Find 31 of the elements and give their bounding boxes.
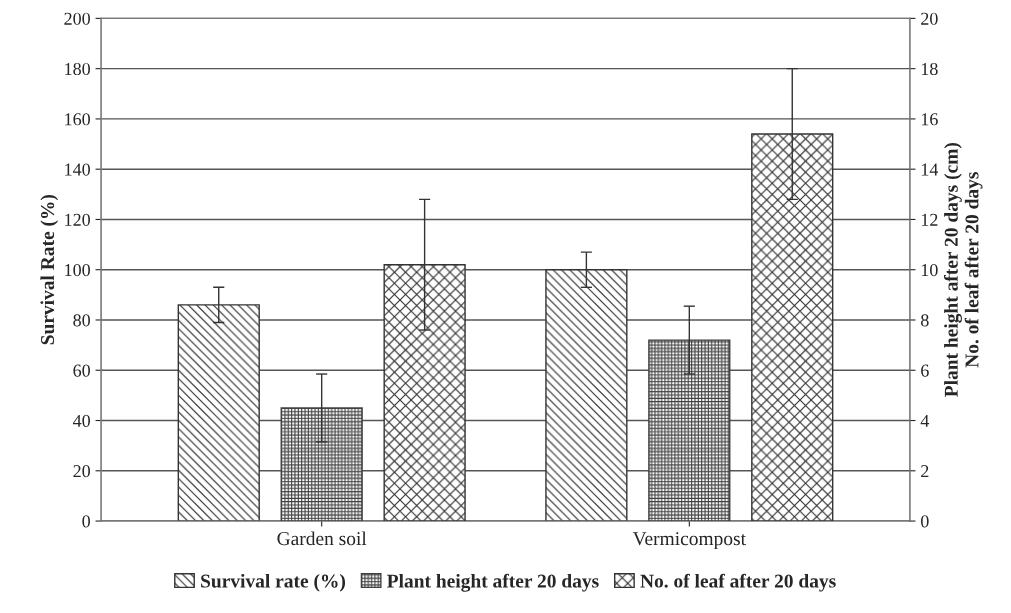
y2-axis-title: Plant height after 20 days (cm) No. of leaf after 20 days: [943, 143, 983, 397]
y-tick-label: 180: [65, 62, 90, 76]
legend-label: Plant height after 20 days: [387, 573, 599, 592]
legend-label: Survival rate (%): [201, 573, 346, 592]
y-tick-label: 120: [65, 213, 90, 226]
y2-tick-label: 20: [921, 12, 938, 25]
y2-tick-label: 0: [921, 515, 929, 528]
y-tick-label: 100: [65, 263, 90, 277]
y2-tick-label: 12: [921, 213, 938, 226]
y2-tick-label: 14: [921, 163, 939, 176]
y2-tick-label: 2: [921, 465, 929, 478]
x-tick-label: Garden soil: [277, 531, 367, 546]
y2-tick-label: 16: [921, 113, 938, 126]
y-tick-label: 80: [73, 314, 90, 327]
y2-tick-label: 6: [921, 364, 929, 377]
y-tick-label: 0: [82, 515, 90, 528]
y-tick-label: 20: [73, 465, 90, 478]
y2-tick-label: 4: [920, 414, 930, 427]
x-tick-label: Vermicompost: [632, 532, 746, 550]
bar: [648, 339, 731, 522]
y-tick-label: 140: [65, 163, 90, 176]
y2-tick-label: 18: [921, 62, 938, 76]
y2-tick-label: 10: [921, 263, 938, 277]
y-axis-title: Survival Rate (%): [40, 194, 59, 345]
bar: [280, 407, 363, 522]
y-tick-label: 40: [72, 414, 90, 427]
y2-tick-label: 8: [921, 314, 929, 327]
legend-label: No. of leaf after 20 days: [640, 573, 836, 592]
y-tick-label: 60: [73, 364, 90, 377]
y-tick-label: 160: [65, 113, 90, 126]
y-tick-label: 200: [64, 12, 90, 25]
